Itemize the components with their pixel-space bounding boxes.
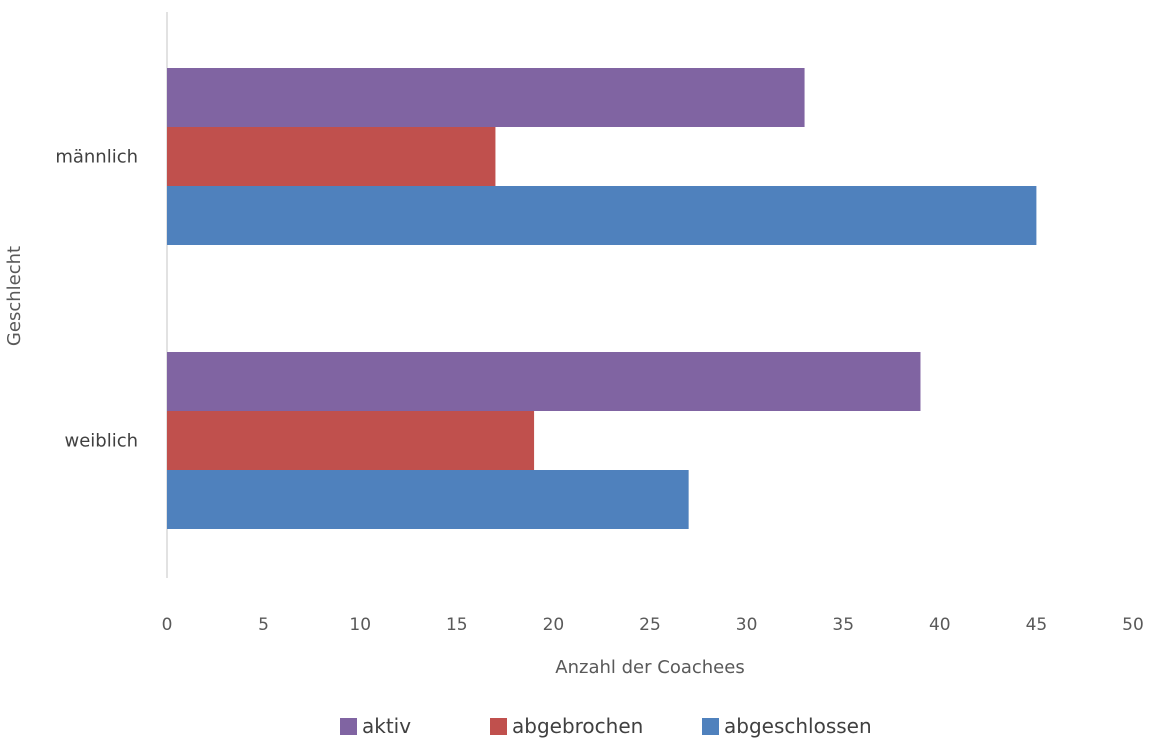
legend-swatch-abgeschlossen bbox=[702, 718, 719, 735]
legend-label-abgebrochen: abgebrochen bbox=[512, 714, 643, 738]
x-tick-label: 0 bbox=[162, 615, 173, 635]
y-axis-title: Geschlecht bbox=[4, 246, 25, 346]
legend: aktiv abgebrochen abgeschlossen bbox=[340, 714, 872, 738]
bar-aktiv-männlich bbox=[167, 68, 805, 127]
x-tick-label: 20 bbox=[543, 615, 565, 635]
bars-group bbox=[167, 68, 1037, 529]
bar-aktiv-weiblich bbox=[167, 352, 921, 411]
category-label-weiblich: weiblich bbox=[64, 431, 138, 452]
x-tick-label: 45 bbox=[1026, 615, 1048, 635]
bar-abgebrochen-weiblich bbox=[167, 411, 535, 470]
x-tick-label: 10 bbox=[349, 615, 371, 635]
x-axis-title: Anzahl der Coachees bbox=[555, 657, 744, 678]
bar-abgeschlossen-männlich bbox=[167, 186, 1037, 245]
x-tick-label: 5 bbox=[258, 615, 269, 635]
x-tick-label: 30 bbox=[736, 615, 758, 635]
x-tick-label: 50 bbox=[1122, 615, 1144, 635]
category-label-männlich: männlich bbox=[55, 147, 138, 168]
legend-label-aktiv: aktiv bbox=[362, 714, 411, 738]
bar-abgebrochen-männlich bbox=[167, 127, 496, 186]
legend-swatch-abgebrochen bbox=[490, 718, 507, 735]
category-labels: männlich weiblich bbox=[55, 147, 138, 452]
x-tick-labels: 0 5 10 15 20 25 30 35 40 45 50 bbox=[162, 615, 1144, 635]
x-tick-label: 35 bbox=[832, 615, 854, 635]
x-tick-label: 25 bbox=[639, 615, 661, 635]
bar-abgeschlossen-weiblich bbox=[167, 470, 689, 529]
legend-label-abgeschlossen: abgeschlossen bbox=[724, 714, 872, 738]
x-tick-label: 15 bbox=[446, 615, 468, 635]
x-tick-label: 40 bbox=[929, 615, 951, 635]
legend-swatch-aktiv bbox=[340, 718, 357, 735]
